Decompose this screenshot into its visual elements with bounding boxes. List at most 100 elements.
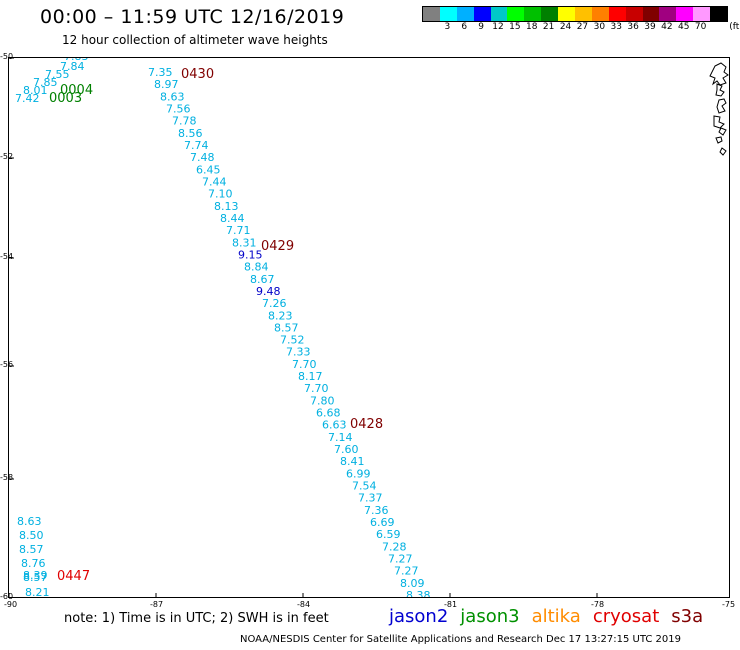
- legend-label: 70: [694, 22, 707, 32]
- legend-swatch-10: [591, 7, 609, 21]
- lat-tick-label: -50: [0, 52, 14, 61]
- track-value: 8.63: [160, 90, 185, 103]
- track-value: 6.45: [196, 163, 221, 176]
- track-value: 7.84: [60, 60, 85, 73]
- legend-label: 45: [678, 22, 690, 32]
- track-value: 7.70: [304, 382, 329, 395]
- track-value: 7.10: [208, 188, 233, 201]
- track-value: 7.52: [280, 334, 305, 347]
- lon-tick-label: -81: [444, 600, 458, 609]
- track-value: 6.68: [316, 407, 341, 420]
- track-value: 7.27: [394, 565, 419, 578]
- page-subtitle: 12 hour collection of altimeter wave hei…: [62, 33, 328, 47]
- legend-swatch-16: [693, 7, 711, 21]
- track-value: 8.97: [154, 78, 179, 91]
- track-value: 7.56: [166, 102, 191, 115]
- satellite-jason3: jason3: [460, 606, 520, 627]
- pass-label: 0003: [49, 91, 82, 106]
- color-legend-bar: [422, 6, 728, 22]
- legend-swatch-5: [507, 7, 525, 21]
- track-value: 7.33: [286, 346, 311, 359]
- legend-swatch-0: [423, 7, 440, 21]
- track-value: 8.13: [214, 200, 239, 213]
- track-value: 8.67: [250, 273, 275, 286]
- legend-swatch-2: [456, 7, 474, 21]
- track-value: 6.69: [370, 516, 395, 529]
- pass-label: 0428: [350, 417, 383, 432]
- legend-unit: (ft): [729, 22, 740, 32]
- legend-swatch-6: [524, 7, 542, 21]
- legend-label: 24: [559, 22, 572, 32]
- track-value: 9.15: [238, 248, 263, 261]
- legend-label: 30: [593, 22, 606, 32]
- track-value: 8.01: [23, 84, 48, 97]
- track-value: 8.21: [25, 586, 50, 598]
- legend-swatch-8: [558, 7, 576, 21]
- legend-label: 15: [509, 22, 521, 32]
- track-value: 8.31: [232, 236, 257, 249]
- track-value: 8.44: [220, 212, 245, 225]
- track-value: 7.80: [310, 394, 335, 407]
- footer-note: note: 1) Time is in UTC; 2) SWH is in fe…: [64, 611, 329, 626]
- track-value: 8.57: [274, 321, 299, 334]
- pass-label: 0430: [181, 67, 214, 82]
- track-value: 7.74: [184, 139, 209, 152]
- legend-swatch-7: [541, 7, 559, 21]
- pass-label: 0429: [261, 239, 294, 254]
- track-value: 7.60: [334, 443, 359, 456]
- track-value: 7.78: [172, 115, 197, 128]
- lon-tick-label: -84: [297, 600, 311, 609]
- legend-label: 12: [492, 22, 504, 32]
- track-value: 7.26: [262, 297, 287, 310]
- pass-label: 0004: [60, 83, 93, 98]
- track-value: 7.28: [382, 540, 407, 553]
- legend-label: 18: [526, 22, 538, 32]
- legend-label: 21: [542, 22, 555, 32]
- lon-tick-label: -75: [722, 600, 736, 609]
- satellite-jason2: jason2: [389, 606, 449, 627]
- track-value: 7.70: [292, 358, 317, 371]
- legend-swatch-11: [608, 7, 626, 21]
- lat-tick-label: -52: [0, 152, 14, 161]
- coastline: [709, 62, 729, 156]
- legend-label: 9: [478, 22, 484, 32]
- legend-swatch-4: [490, 7, 508, 21]
- track-value: 8.50: [19, 529, 44, 542]
- track-value: 9.48: [256, 285, 281, 298]
- map-canvas: 7.358.978.637.567.788.567.747.486.457.44…: [9, 58, 729, 598]
- track-value: 8.56: [178, 127, 203, 140]
- pass-label: 0447: [57, 569, 90, 584]
- track-value: 7.35: [148, 66, 173, 79]
- legend-label: 3: [444, 22, 451, 32]
- legend-swatch-17: [710, 7, 728, 21]
- track-value: 8.57: [23, 571, 48, 584]
- legend-swatch-15: [676, 7, 694, 21]
- legend-label: 27: [576, 22, 589, 32]
- track-value: 7.37: [358, 492, 383, 505]
- page-title: 00:00 – 11:59 UTC 12/16/2019: [40, 6, 345, 28]
- satellite-s3a: s3a: [671, 606, 704, 627]
- track-value: 7.44: [202, 175, 227, 188]
- track-value: 8.63: [17, 515, 42, 528]
- legend-swatch-9: [575, 7, 592, 21]
- track-value: 8.57: [19, 543, 44, 556]
- track-value: 6.59: [376, 528, 401, 541]
- legend-swatch-14: [659, 7, 677, 21]
- satellite-legend: jason2 jason3 altika cryosat s3a: [389, 606, 715, 627]
- wave-height-map: 7.35 8.97 8.63 7.56 7.78 8.56 7.74 7.48 6.45 7.44…: [8, 57, 730, 598]
- legend-label: 6: [461, 22, 468, 32]
- track-value: 7.54: [352, 480, 377, 493]
- legend-label: 36: [627, 22, 639, 32]
- track-value: 8.41: [340, 455, 365, 468]
- footer-credit: NOAA/NESDIS Center for Satellite Applica…: [240, 634, 682, 645]
- track-value: 8.84: [244, 261, 269, 274]
- legend-label: 42: [661, 22, 673, 32]
- legend-swatch-13: [642, 7, 660, 21]
- track-value: 7.36: [364, 504, 389, 517]
- legend-swatch-3: [473, 7, 491, 21]
- satellite-altika: altika: [531, 606, 581, 627]
- lon-tick-label: -90: [4, 600, 18, 609]
- track-value: 7.85: [33, 76, 58, 89]
- track-value: 7.71: [226, 224, 251, 237]
